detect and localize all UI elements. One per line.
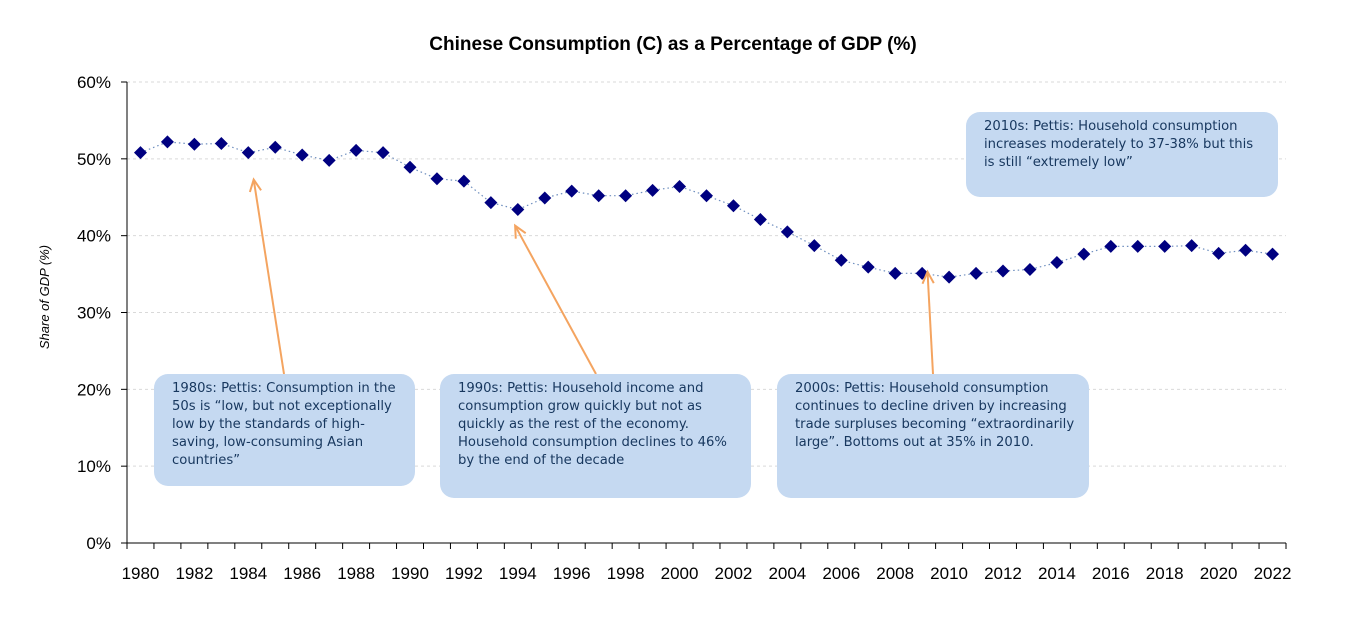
x-tick-label-2002: 2002 [715,564,753,583]
callout-1990s: 1990s: Pettis: Household income and cons… [440,374,751,498]
data-point-1991 [430,172,444,186]
x-tick-label-1992: 1992 [445,564,483,583]
data-point-2010 [942,270,956,284]
y-tick-label-40: 40% [77,227,111,246]
data-point-1998 [619,189,633,203]
x-tick-label-1998: 1998 [607,564,645,583]
data-point-2015 [1077,247,1091,261]
data-point-1989 [376,146,390,160]
y-tick-label-20: 20% [77,380,111,399]
x-tick-label-2004: 2004 [768,564,806,583]
data-point-2004 [780,225,794,239]
data-point-1997 [592,189,606,203]
x-tick-label-1982: 1982 [175,564,213,583]
arrow-shaft-1 [514,225,597,375]
data-point-2012 [996,264,1010,278]
data-point-1988 [349,143,363,157]
axes [121,81,1287,549]
data-point-2008 [888,266,902,280]
y-tick-labels: 0% 10% 20% 30% 40% 50% 60% [77,73,111,553]
data-point-2020 [1212,246,1226,260]
y-tick-label-60: 60% [77,73,111,92]
y-tick-label-10: 10% [77,457,111,476]
callout-2000s: 2000s: Pettis: Household consumption con… [777,374,1089,498]
data-point-1981 [160,135,174,149]
data-point-2001 [700,189,713,203]
data-point-2011 [969,266,983,280]
x-tick-label-1986: 1986 [283,564,321,583]
data-point-2016 [1104,239,1118,253]
data-point-1996 [565,184,579,198]
data-point-1985 [268,140,282,154]
data-point-1980 [133,146,147,160]
x-tick-label-1988: 1988 [337,564,375,583]
x-tick-labels: 1980 1982 1984 1986 1988 1990 1992 1994 1996 1998… [122,564,1292,583]
data-point-2014 [1050,256,1064,270]
data-point-2007 [861,260,875,274]
x-tick-label-2020: 2020 [1200,564,1238,583]
data-point-1992 [457,174,471,188]
data-point-1987 [322,153,336,167]
x-tick-label-1980: 1980 [122,564,160,583]
data-point-2019 [1185,239,1199,253]
data-point-1994 [511,203,525,217]
x-tick-label-2014: 2014 [1038,564,1076,583]
annotation-arrows [248,177,935,375]
chart-title: Chinese Consumption (C) as a Percentage … [429,34,916,55]
x-tick-label-2000: 2000 [661,564,699,583]
data-point-2018 [1158,239,1172,253]
callout-1980s: 1980s: Pettis: Consumption in the 50s is… [154,374,415,486]
x-tick-label-1996: 1996 [553,564,591,583]
x-tick-label-2008: 2008 [876,564,914,583]
arrow-head-0 [248,177,262,193]
x-tick-label-1994: 1994 [499,564,537,583]
y-axis-label: Share of GDP (%) [37,245,52,349]
x-tick-label-2018: 2018 [1146,564,1184,583]
data-points [133,135,1280,284]
data-point-2000 [673,179,687,193]
x-tick-label-2016: 2016 [1092,564,1130,583]
arrow-shaft-2 [926,271,934,375]
x-tick-label-2012: 2012 [984,564,1022,583]
x-tick-label-2006: 2006 [822,564,860,583]
data-point-1982 [187,137,201,151]
data-point-2003 [753,213,767,227]
data-point-1983 [214,136,228,150]
arrow-head-2 [921,269,935,285]
x-tick-label-2022: 2022 [1254,564,1292,583]
data-point-2002 [726,199,740,213]
data-point-1984 [241,146,255,160]
x-tick-label-1984: 1984 [229,564,267,583]
data-point-1995 [538,191,552,205]
y-tick-label-30: 30% [77,304,111,323]
y-tick-label-50: 50% [77,150,111,169]
data-point-2013 [1023,262,1037,276]
data-point-1993 [484,196,498,210]
x-tick-label-2010: 2010 [930,564,968,583]
data-point-2021 [1239,243,1253,257]
callout-2010s: 2010s: Pettis: Household consumption inc… [966,112,1278,197]
x-tick-label-1990: 1990 [391,564,429,583]
data-point-1990 [403,160,417,174]
arrow-shaft-0 [252,179,285,375]
data-point-2022 [1266,247,1280,261]
y-tick-label-0: 0% [86,534,111,553]
data-point-1986 [295,148,309,162]
data-point-2017 [1131,239,1145,253]
data-point-2005 [807,239,821,253]
data-point-2006 [834,253,848,267]
arrow-head-1 [514,223,527,239]
data-point-1999 [646,183,660,197]
